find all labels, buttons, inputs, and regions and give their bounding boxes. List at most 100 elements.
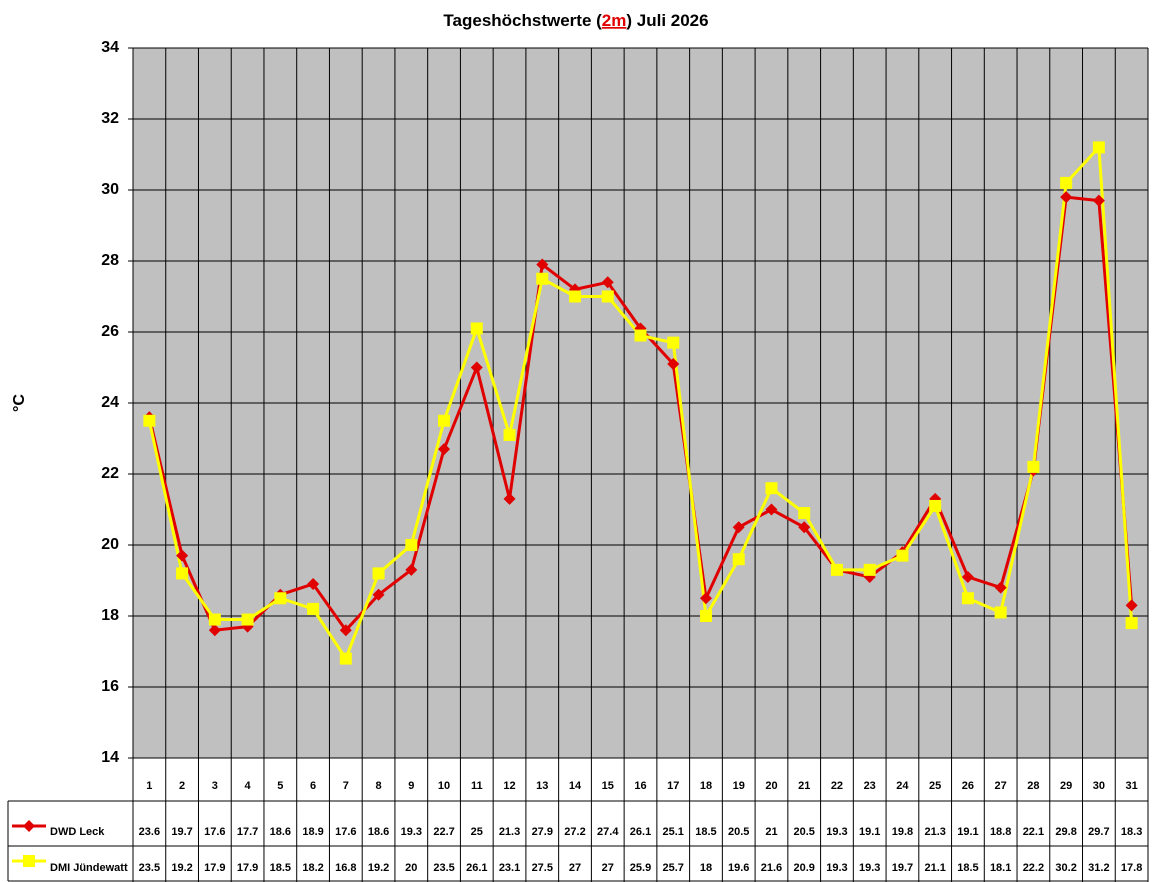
data-point <box>438 414 451 427</box>
data-point <box>274 592 287 605</box>
data-point <box>176 567 189 580</box>
data-point <box>503 428 516 441</box>
x-tick-label: 11 <box>471 780 483 792</box>
data-point <box>699 610 712 622</box>
y-tick-label: 14 <box>101 749 119 766</box>
data-point <box>830 563 843 576</box>
table-value: 30.2 <box>1055 862 1076 874</box>
data-point <box>732 553 745 566</box>
table-value: 18.2 <box>302 862 323 874</box>
table-value: 25.9 <box>630 862 651 874</box>
table-value: 18.6 <box>270 826 291 838</box>
y-tick-label: 20 <box>101 536 119 553</box>
x-tick-label: 30 <box>1093 780 1105 792</box>
table-value: 17.8 <box>1121 862 1142 874</box>
table-value: 19.3 <box>826 862 847 874</box>
table-value: 19.3 <box>859 862 880 874</box>
table-value: 21.3 <box>499 826 520 838</box>
x-tick-label: 26 <box>962 780 974 792</box>
data-point <box>208 613 221 626</box>
x-tick-label: 18 <box>700 780 712 792</box>
table-value: 27.2 <box>564 826 585 838</box>
y-tick-label: 32 <box>101 110 119 127</box>
data-point <box>1125 617 1138 630</box>
table-value: 17.6 <box>335 826 356 838</box>
chart-title: Tageshöchstwerte (2m) Juli 2026 <box>443 11 708 30</box>
table-value: 18.5 <box>957 862 978 874</box>
table-value: 20.9 <box>793 862 814 874</box>
data-point <box>765 503 778 516</box>
table-value: 18 <box>700 862 712 874</box>
x-tick-label: 9 <box>408 780 414 792</box>
data-point <box>372 588 385 601</box>
table-value: 18.3 <box>1121 826 1142 838</box>
x-tick-label: 2 <box>179 780 185 792</box>
data-point <box>307 602 320 615</box>
data-point <box>601 276 614 289</box>
data-point <box>1060 191 1073 204</box>
table-value: 17.6 <box>204 826 225 838</box>
table-value: 20.5 <box>793 826 814 838</box>
data-point <box>929 499 942 512</box>
table-value: 27 <box>602 862 614 874</box>
title-part: ) Juli 2026 <box>626 11 708 30</box>
data-point <box>732 521 745 534</box>
data-point <box>994 606 1007 619</box>
y-axis-label: °C <box>11 394 28 412</box>
table-value: 23.5 <box>139 862 160 874</box>
table-value: 27 <box>569 862 581 874</box>
table-value: 18.8 <box>990 826 1011 838</box>
x-tick-label: 29 <box>1060 780 1072 792</box>
table-value: 19.2 <box>171 862 192 874</box>
y-tick-label: 34 <box>101 39 119 56</box>
data-point <box>307 578 320 591</box>
x-tick-label: 13 <box>536 780 548 792</box>
data-point <box>569 290 582 303</box>
data-point <box>536 258 549 271</box>
table-value: 18.1 <box>990 862 1011 874</box>
data-point <box>1092 194 1105 207</box>
table-value: 19.7 <box>171 826 192 838</box>
table-value: 18.9 <box>302 826 323 838</box>
table-value: 25 <box>471 826 483 838</box>
table-value: 19.2 <box>368 862 389 874</box>
data-point <box>765 482 778 495</box>
table-value: 26.1 <box>630 826 651 838</box>
table-value: 18.6 <box>368 826 389 838</box>
table-value: 17.9 <box>237 862 258 874</box>
x-tick-label: 20 <box>765 780 777 792</box>
x-tick-label: 8 <box>376 780 382 792</box>
table-value: 21.3 <box>924 826 945 838</box>
data-point <box>896 549 909 562</box>
x-tick-label: 16 <box>634 780 646 792</box>
data-point <box>241 613 254 626</box>
y-tick-label: 22 <box>101 465 119 482</box>
data-point <box>503 492 516 505</box>
table-value: 17.9 <box>204 862 225 874</box>
table-value: 26.1 <box>466 862 487 874</box>
data-point <box>634 329 647 342</box>
table-value: 19.6 <box>728 862 749 874</box>
table-value: 19.3 <box>401 826 422 838</box>
data-point <box>143 414 156 427</box>
x-tick-label: 3 <box>212 780 218 792</box>
x-tick-label: 31 <box>1126 780 1138 792</box>
legend-label: DWD Leck <box>50 826 105 838</box>
table-value: 27.5 <box>532 862 553 874</box>
data-point <box>1125 599 1138 612</box>
data-point <box>667 357 680 370</box>
x-tick-label: 23 <box>864 780 876 792</box>
title-part: 2m <box>602 11 627 30</box>
y-tick-label: 16 <box>101 678 119 695</box>
table-value: 31.2 <box>1088 862 1109 874</box>
x-tick-label: 19 <box>733 780 745 792</box>
table-value: 19.1 <box>859 826 880 838</box>
data-point <box>699 592 712 605</box>
table-value: 20.5 <box>728 826 749 838</box>
table-value: 20 <box>405 862 417 874</box>
data-point <box>601 290 614 303</box>
data-point <box>339 652 352 665</box>
x-tick-label: 12 <box>503 780 515 792</box>
table-value: 21 <box>765 826 777 838</box>
